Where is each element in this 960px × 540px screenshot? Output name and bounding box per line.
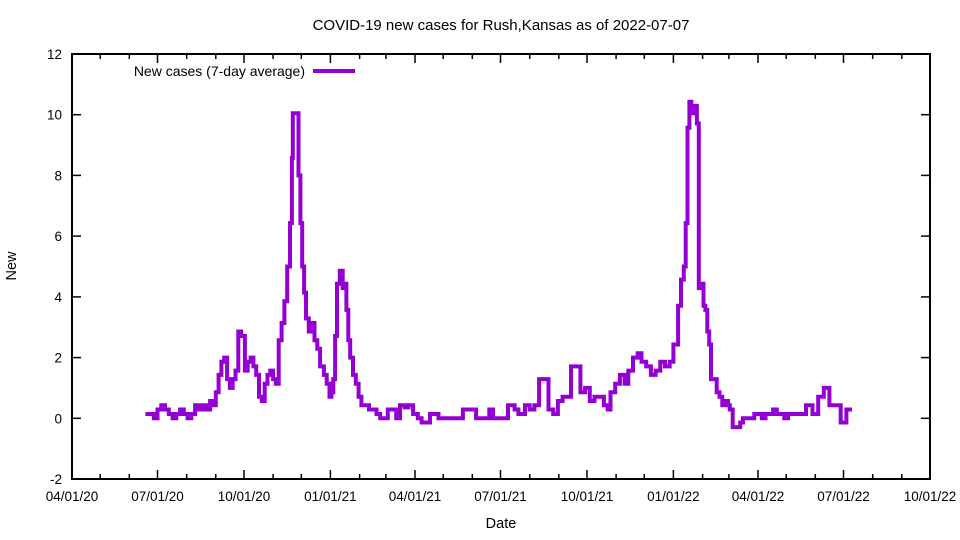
y-tick-label: -2 (50, 472, 62, 487)
x-tick-label: 10/01/20 (218, 489, 271, 504)
y-tick-label: 0 (54, 411, 62, 426)
x-axis-label: Date (486, 516, 517, 532)
y-tick-label: 6 (54, 229, 62, 244)
x-tick-label: 10/01/21 (561, 489, 614, 504)
x-tick-label: 10/01/22 (904, 489, 957, 504)
y-tick-label: 8 (54, 168, 62, 183)
chart-title: COVID-19 new cases for Rush,Kansas as of… (313, 17, 690, 34)
y-tick-label: 4 (54, 290, 62, 305)
x-tick-label: 07/01/22 (817, 489, 870, 504)
x-tick-label: 01/01/22 (647, 489, 700, 504)
x-tick-label: 04/01/22 (732, 489, 785, 504)
y-axis-label: New (4, 251, 20, 281)
series-layer (145, 99, 852, 430)
x-tick-label: 01/01/21 (304, 489, 357, 504)
y-tick-label: 12 (47, 47, 62, 62)
x-tick-label: 07/01/21 (474, 489, 527, 504)
x-tick-label: 07/01/20 (131, 489, 184, 504)
x-tick-label: 04/01/20 (46, 489, 99, 504)
y-tick-label: 10 (47, 108, 62, 123)
plot-border (71, 53, 931, 480)
axis-ticks: -2 0 2 4 6 8 10 12 04/01/20 07/01/20 10/01/20 01/01… (46, 47, 957, 504)
y-tick-label: 2 (54, 351, 62, 366)
legend-entry-label: New cases (7-day average) (134, 63, 305, 79)
legend: New cases (7-day average) (134, 63, 355, 79)
x-tick-label: 04/01/21 (389, 489, 442, 504)
series-line-new-cases-7day-avg (145, 99, 852, 430)
